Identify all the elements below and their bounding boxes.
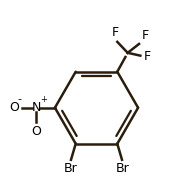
Text: Br: Br	[116, 162, 129, 175]
Text: N: N	[31, 101, 41, 114]
Text: O: O	[9, 101, 19, 114]
Text: +: +	[40, 95, 47, 104]
Text: F: F	[142, 29, 149, 42]
Text: O: O	[31, 125, 41, 139]
Text: Br: Br	[64, 162, 77, 175]
Text: -: -	[17, 94, 21, 104]
Text: F: F	[144, 50, 151, 63]
Text: F: F	[112, 26, 119, 39]
